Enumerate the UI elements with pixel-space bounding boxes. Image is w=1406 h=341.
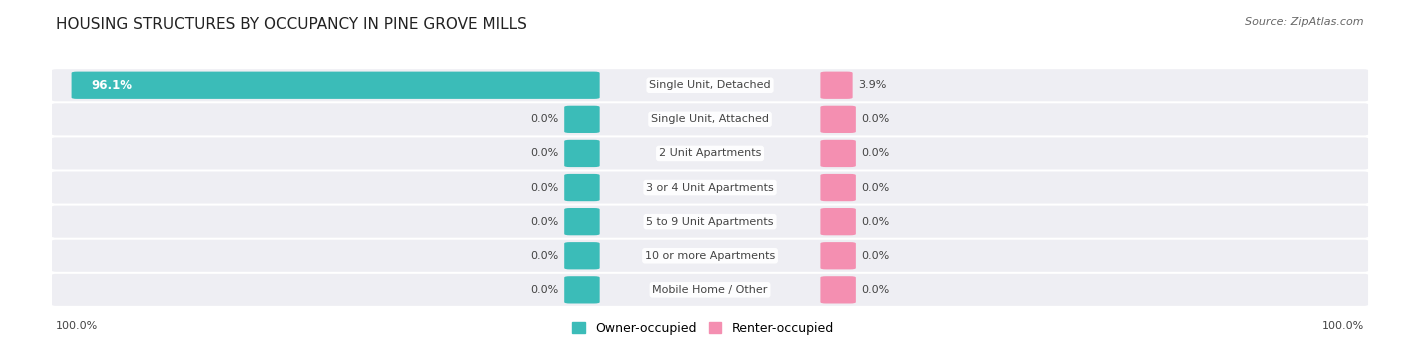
FancyBboxPatch shape bbox=[564, 106, 599, 133]
FancyBboxPatch shape bbox=[821, 208, 856, 235]
FancyBboxPatch shape bbox=[821, 72, 852, 99]
FancyBboxPatch shape bbox=[52, 206, 1368, 238]
FancyBboxPatch shape bbox=[72, 72, 599, 99]
Text: 0.0%: 0.0% bbox=[530, 285, 558, 295]
FancyBboxPatch shape bbox=[52, 240, 1368, 272]
Text: 0.0%: 0.0% bbox=[530, 114, 558, 124]
Text: 100.0%: 100.0% bbox=[56, 321, 98, 330]
Text: 3 or 4 Unit Apartments: 3 or 4 Unit Apartments bbox=[647, 182, 773, 193]
FancyBboxPatch shape bbox=[52, 103, 1368, 135]
Text: 0.0%: 0.0% bbox=[862, 251, 890, 261]
FancyBboxPatch shape bbox=[564, 208, 599, 235]
Text: 96.1%: 96.1% bbox=[91, 79, 132, 92]
FancyBboxPatch shape bbox=[821, 174, 856, 201]
Text: Mobile Home / Other: Mobile Home / Other bbox=[652, 285, 768, 295]
Text: 0.0%: 0.0% bbox=[530, 251, 558, 261]
Text: 5 to 9 Unit Apartments: 5 to 9 Unit Apartments bbox=[647, 217, 773, 227]
Text: 0.0%: 0.0% bbox=[530, 182, 558, 193]
FancyBboxPatch shape bbox=[821, 106, 856, 133]
FancyBboxPatch shape bbox=[821, 140, 856, 167]
Text: 0.0%: 0.0% bbox=[862, 217, 890, 227]
FancyBboxPatch shape bbox=[52, 137, 1368, 169]
Text: 0.0%: 0.0% bbox=[862, 285, 890, 295]
FancyBboxPatch shape bbox=[52, 172, 1368, 204]
Text: 0.0%: 0.0% bbox=[862, 114, 890, 124]
Text: 0.0%: 0.0% bbox=[530, 148, 558, 159]
FancyBboxPatch shape bbox=[564, 140, 599, 167]
Text: 100.0%: 100.0% bbox=[1322, 321, 1364, 330]
Text: 10 or more Apartments: 10 or more Apartments bbox=[645, 251, 775, 261]
FancyBboxPatch shape bbox=[564, 174, 599, 201]
FancyBboxPatch shape bbox=[564, 276, 599, 303]
Text: 0.0%: 0.0% bbox=[530, 217, 558, 227]
FancyBboxPatch shape bbox=[52, 274, 1368, 306]
FancyBboxPatch shape bbox=[564, 242, 599, 269]
Text: Single Unit, Attached: Single Unit, Attached bbox=[651, 114, 769, 124]
Text: 2 Unit Apartments: 2 Unit Apartments bbox=[659, 148, 761, 159]
FancyBboxPatch shape bbox=[821, 242, 856, 269]
Text: 3.9%: 3.9% bbox=[858, 80, 887, 90]
Text: 0.0%: 0.0% bbox=[862, 148, 890, 159]
Text: 0.0%: 0.0% bbox=[862, 182, 890, 193]
FancyBboxPatch shape bbox=[821, 276, 856, 303]
FancyBboxPatch shape bbox=[52, 69, 1368, 101]
Text: Source: ZipAtlas.com: Source: ZipAtlas.com bbox=[1246, 17, 1364, 27]
Legend: Owner-occupied, Renter-occupied: Owner-occupied, Renter-occupied bbox=[572, 322, 834, 335]
Text: Single Unit, Detached: Single Unit, Detached bbox=[650, 80, 770, 90]
Text: HOUSING STRUCTURES BY OCCUPANCY IN PINE GROVE MILLS: HOUSING STRUCTURES BY OCCUPANCY IN PINE … bbox=[56, 17, 527, 32]
